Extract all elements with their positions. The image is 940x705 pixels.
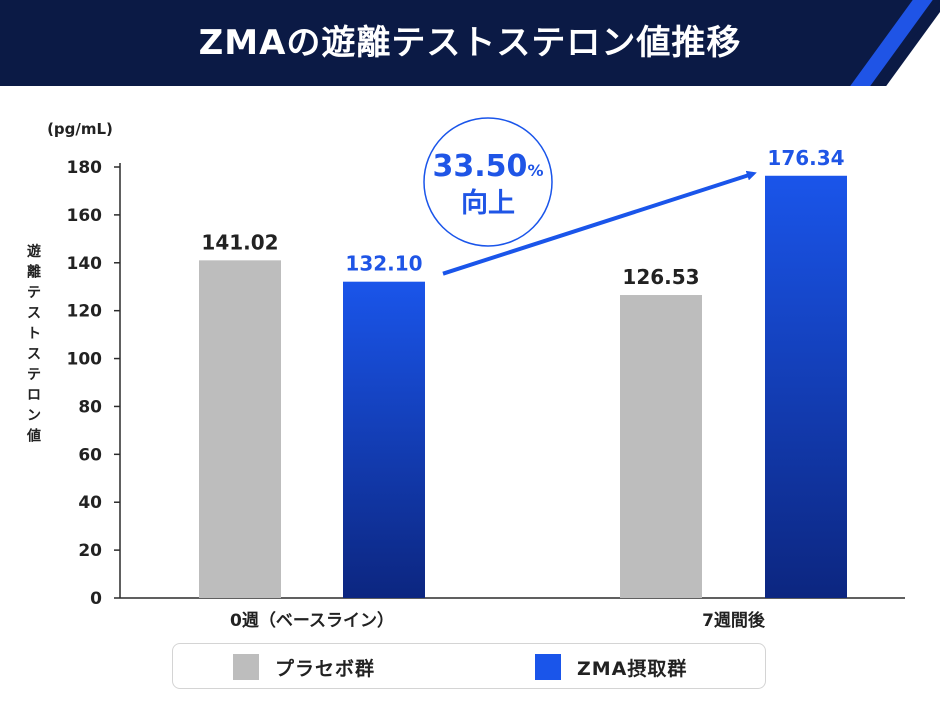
bar-zma bbox=[765, 175, 847, 598]
x-category-label: 7週間後 bbox=[702, 610, 766, 631]
data-label-placebo: 126.53 bbox=[622, 265, 699, 289]
y-tick-label: 180 bbox=[67, 158, 103, 178]
bar-placebo bbox=[620, 295, 702, 598]
y-tick-label: 120 bbox=[67, 302, 103, 322]
legend-swatch-zma bbox=[535, 654, 561, 680]
data-label-placebo: 141.02 bbox=[201, 230, 278, 254]
legend-label-zma: ZMA摂取群 bbox=[577, 657, 688, 680]
y-tick-label: 140 bbox=[67, 254, 103, 274]
legend-label-placebo: プラセボ群 bbox=[275, 657, 376, 680]
y-unit-label: (pg/mL) bbox=[47, 120, 113, 138]
y-axis-title-char: テ bbox=[27, 285, 41, 301]
y-axis-title-char: 離 bbox=[27, 264, 41, 281]
data-label-zma: 132.10 bbox=[345, 252, 422, 276]
y-tick-label: 160 bbox=[67, 206, 103, 226]
bar-placebo bbox=[199, 260, 281, 598]
y-tick-label: 80 bbox=[78, 397, 102, 417]
y-tick-label: 60 bbox=[78, 445, 102, 465]
y-tick-label: 0 bbox=[90, 589, 102, 609]
growth-arrow bbox=[442, 170, 757, 276]
page-title: ZMAの遊離テストステロン値推移 bbox=[198, 23, 742, 63]
y-tick-label: 20 bbox=[78, 541, 102, 561]
header-banner: ZMAの遊離テストステロン値推移 bbox=[0, 0, 940, 86]
legend: プラセボ群 ZMA摂取群 bbox=[172, 643, 766, 689]
y-axis-title-char: ト bbox=[27, 326, 41, 342]
growth-percent: 33.50% bbox=[433, 149, 544, 184]
y-tick-label: 40 bbox=[78, 493, 102, 513]
growth-circle bbox=[423, 117, 553, 247]
axes: 020406080100120140160180(pg/mL)遊離テストステロン… bbox=[26, 120, 905, 631]
y-axis-title-char: ス bbox=[27, 306, 41, 322]
y-axis-title-char: ン bbox=[27, 408, 41, 424]
x-category-label: 0週（ベースライン） bbox=[230, 610, 394, 631]
y-axis-title-char: テ bbox=[27, 367, 41, 383]
data-label-zma: 176.34 bbox=[767, 146, 844, 170]
y-tick-label: 100 bbox=[67, 350, 103, 370]
y-axis-title-char: ロ bbox=[27, 388, 41, 404]
bar-zma bbox=[343, 281, 425, 598]
y-axis-title-char: 値 bbox=[26, 428, 41, 445]
bars: 141.02 132.10 126.53 176.34 bbox=[199, 146, 847, 598]
y-axis-title-char: 遊 bbox=[27, 243, 41, 260]
growth-annotation: 33.50%向上 bbox=[423, 117, 757, 276]
y-axis-title-char: ス bbox=[27, 347, 41, 363]
bar-chart: 020406080100120140160180(pg/mL)遊離テストステロン… bbox=[26, 117, 905, 631]
legend-item-zma: ZMA摂取群 bbox=[535, 644, 687, 690]
legend-item-placebo: プラセボ群 bbox=[233, 644, 375, 690]
legend-swatch-placebo bbox=[233, 654, 259, 680]
growth-caption: 向上 bbox=[461, 187, 515, 219]
